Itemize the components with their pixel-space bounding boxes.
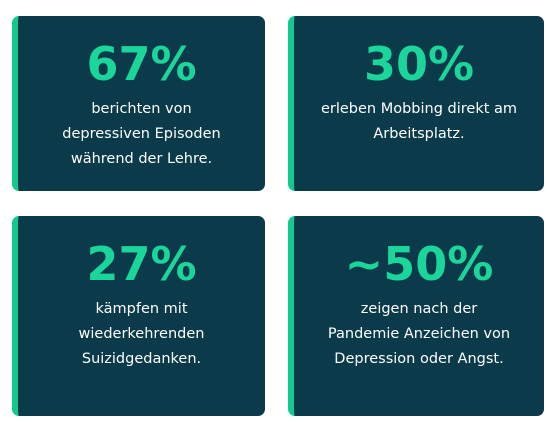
- stat-description: kämpfen mit wiederkehrenden Suizidgedank…: [78, 301, 205, 367]
- stat-value: 30%: [363, 37, 475, 91]
- stat-card-pandemic-depression: ~50% zeigen nach der Pandemie Anzeichen …: [288, 216, 544, 416]
- stat-card-depressive-episodes: 67% berichten von depressiven Episoden w…: [12, 16, 265, 191]
- stat-description: zeigen nach der Pandemie Anzeichen von D…: [327, 301, 511, 367]
- stat-value: 67%: [86, 37, 197, 91]
- stat-card-suicidal-thoughts: 27% kämpfen mit wiederkehrenden Suizidge…: [12, 216, 265, 416]
- stat-value: 27%: [86, 237, 197, 291]
- stat-description: erleben Mobbing direkt am Arbeitsplatz.: [320, 101, 518, 142]
- stat-value: ~50%: [344, 237, 494, 291]
- stat-description: berichten von depressiven Episoden währe…: [62, 101, 221, 167]
- stat-card-mobbing: 30% erleben Mobbing direkt am Arbeitspla…: [288, 16, 544, 191]
